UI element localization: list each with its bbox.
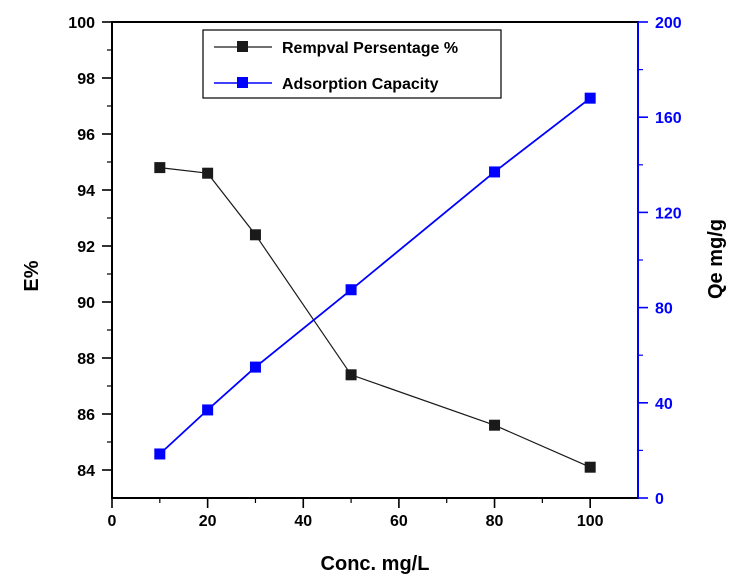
x-tick-label: 60 xyxy=(390,513,408,530)
right-y-tick-label: 160 xyxy=(655,110,682,127)
right-y-tick-label: 80 xyxy=(655,301,673,318)
data-point-capacity xyxy=(489,166,501,178)
right-y-tick-label: 120 xyxy=(655,205,682,222)
left-y-tick-label: 88 xyxy=(77,351,95,368)
left-axis-label: E% xyxy=(21,260,43,291)
left-y-tick-label: 84 xyxy=(77,463,95,480)
data-point-capacity xyxy=(584,92,596,104)
axes-layer: 0 20 40 60 80 100 84 86 88 90 92 94 96 98 100 0 40 80 120 1… xyxy=(68,15,682,530)
legend: Rempval Persentage % Adsorption Capacity xyxy=(202,29,502,99)
right-y-tick-label: 200 xyxy=(655,15,682,32)
x-tick-label: 80 xyxy=(486,513,504,530)
left-y-tick-label: 100 xyxy=(68,15,95,32)
data-point-capacity xyxy=(249,361,261,373)
data-point-capacity xyxy=(154,448,166,460)
legend-box xyxy=(202,29,502,99)
data-point-removal xyxy=(249,229,261,241)
legend-label-capacity: Adsorption Capacity xyxy=(282,76,439,93)
x-tick-label: 0 xyxy=(108,513,117,530)
data-point-removal xyxy=(345,369,357,381)
left-y-tick-label: 90 xyxy=(77,295,95,312)
data-point-removal xyxy=(489,419,501,431)
series-line-removal xyxy=(159,167,591,468)
x-tick-label: 40 xyxy=(294,513,312,530)
data-point-capacity xyxy=(345,284,357,296)
data-point-removal xyxy=(154,162,166,174)
left-y-tick-label: 98 xyxy=(77,71,95,88)
data-point-removal xyxy=(584,461,596,473)
right-y-tick-label: 40 xyxy=(655,396,673,413)
data-point-capacity xyxy=(202,404,214,416)
left-y-tick-label: 92 xyxy=(77,239,95,256)
right-y-tick-label: 0 xyxy=(655,491,664,508)
left-y-tick-label: 86 xyxy=(77,407,95,424)
left-y-tick-label: 96 xyxy=(77,127,95,144)
x-tick-label: 100 xyxy=(577,513,604,530)
series-layer xyxy=(154,92,596,473)
legend-marker-capacity xyxy=(237,77,248,88)
left-y-tick-label: 94 xyxy=(77,183,95,200)
x-tick-label: 20 xyxy=(199,513,217,530)
data-point-removal xyxy=(202,167,214,179)
x-axis-label: Conc. mg/L xyxy=(321,553,430,575)
legend-label-removal: Rempval Persentage % xyxy=(282,40,458,57)
right-axis-label: Qe mg/g xyxy=(705,219,727,299)
legend-marker-removal xyxy=(237,41,248,52)
series-line-capacity xyxy=(159,97,591,455)
